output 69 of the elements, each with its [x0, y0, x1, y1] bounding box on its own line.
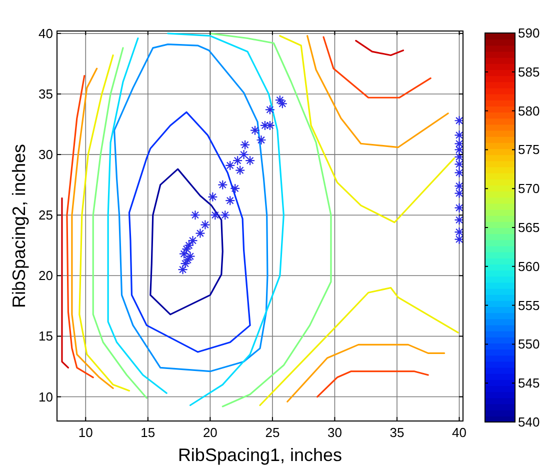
point — [454, 234, 463, 244]
color-bar-label: 560 — [518, 258, 540, 274]
point — [190, 210, 200, 220]
point — [218, 180, 228, 190]
point — [454, 130, 463, 140]
point — [235, 165, 246, 176]
y-axis-title: RibSpacing2, inches — [9, 144, 29, 308]
y-tick-label: 40 — [38, 26, 53, 41]
point — [178, 264, 188, 275]
point — [454, 144, 463, 155]
point — [454, 152, 463, 162]
point — [208, 192, 218, 202]
y-tick-label: 20 — [38, 268, 53, 284]
point — [454, 168, 463, 178]
point — [454, 227, 463, 238]
x-tick-label: 30 — [327, 425, 342, 440]
point — [454, 214, 463, 225]
y-tick-label: 35 — [38, 86, 53, 102]
point — [188, 235, 198, 246]
point — [250, 125, 260, 136]
color-bar-label: 555 — [518, 298, 540, 313]
point — [178, 248, 190, 259]
point — [181, 244, 192, 254]
x-tick-label: 35 — [390, 425, 404, 440]
point — [220, 210, 230, 220]
color-bar-label: 565 — [518, 220, 540, 235]
color-bar-label: 550 — [518, 336, 540, 352]
point — [200, 220, 210, 230]
point — [195, 228, 206, 238]
point — [454, 180, 463, 192]
x-tick-label: 40 — [452, 425, 466, 440]
point — [240, 140, 250, 150]
x-tick-label: 15 — [140, 425, 156, 440]
x-axis-title: RibSpacing1, inches — [178, 445, 342, 465]
y-tick-label: 25 — [38, 208, 53, 223]
color-bar-label: 580 — [518, 103, 540, 118]
point — [225, 160, 236, 170]
point — [454, 202, 463, 213]
point — [454, 138, 463, 149]
point — [230, 183, 240, 194]
point — [244, 156, 256, 166]
x-tick-label: 20 — [202, 425, 218, 440]
color-bar-label: 540 — [518, 414, 540, 430]
color-bar-label: 575 — [518, 142, 540, 158]
point — [182, 254, 193, 265]
point — [180, 258, 190, 269]
point — [274, 94, 285, 106]
point — [225, 196, 236, 206]
y-tick-label: 15 — [38, 328, 53, 344]
point — [185, 251, 196, 262]
point — [277, 98, 288, 109]
y-tick-label: 30 — [38, 147, 53, 162]
point — [264, 104, 276, 115]
color-bar-label: 585 — [518, 64, 540, 80]
y-tick-label: 10 — [38, 389, 53, 404]
point — [184, 240, 194, 250]
point — [454, 116, 463, 126]
color-bar-label: 590 — [518, 26, 540, 40]
point — [454, 159, 463, 170]
x-tick-label: 10 — [78, 425, 93, 440]
x-tick-label: 25 — [265, 425, 280, 440]
point — [256, 134, 266, 146]
point — [454, 188, 463, 198]
point — [232, 156, 243, 166]
point — [238, 149, 249, 160]
point — [210, 210, 220, 220]
point — [264, 120, 276, 131]
color-bar-label: 545 — [518, 376, 540, 391]
color-bar-label: 570 — [518, 181, 540, 196]
